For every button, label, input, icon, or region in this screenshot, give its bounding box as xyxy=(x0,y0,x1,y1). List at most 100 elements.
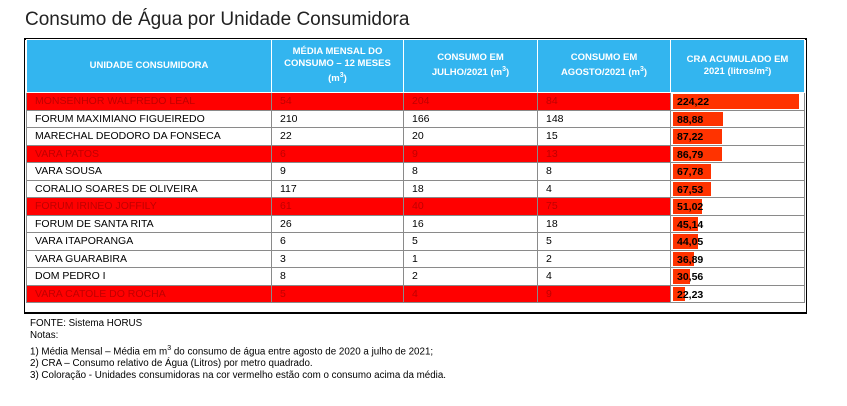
cell-unit: DOM PEDRO I xyxy=(26,267,272,286)
cell-cra: 36,89 xyxy=(670,249,805,268)
notes: FONTE: Sistema HORUS Notas: 1) Média Men… xyxy=(30,318,446,383)
cell-aug: 5 xyxy=(537,232,671,251)
cra-value: 36,89 xyxy=(677,253,704,266)
cell-cra: 44,05 xyxy=(670,232,805,251)
cell-cra: 30,56 xyxy=(670,267,805,286)
note-2: 2) CRA – Consumo relativo de Água (Litro… xyxy=(30,358,313,370)
cra-value: 67,53 xyxy=(677,183,704,196)
cell-cra: 88,88 xyxy=(670,109,805,128)
cell-jul: 4 xyxy=(403,284,538,303)
cra-value: 87,22 xyxy=(677,131,704,143)
cra-bar xyxy=(673,181,711,196)
cell-jul: 40 xyxy=(403,197,538,216)
cell-aug: 4 xyxy=(537,179,671,198)
cra-value: 224,22 xyxy=(677,96,710,108)
cell-cra: 87,22 xyxy=(670,127,805,146)
cra-bar xyxy=(673,129,722,144)
note-1: 1) Média Mensal – Média em m3 do consumo… xyxy=(30,344,434,357)
cell-avg: 26 xyxy=(271,214,404,233)
header-aug: CONSUMO EM AGOSTO/2021 (m3) xyxy=(537,39,671,93)
table-row: VARA SOUSA 9 8 8 67,78 xyxy=(26,162,805,181)
cell-jul: 8 xyxy=(403,162,538,181)
cell-avg: 6 xyxy=(271,232,404,251)
cra-bar xyxy=(673,251,694,266)
cra-value: 45,14 xyxy=(677,218,704,231)
cra-bar xyxy=(673,234,698,249)
cra-bar xyxy=(673,94,799,109)
cra-value: 86,79 xyxy=(677,148,704,161)
cell-unit: MARECHAL DEODORO DA FONSECA xyxy=(26,127,272,146)
cell-unit: VARA ITAPORANGA xyxy=(26,232,272,251)
cell-unit: CORALIO SOARES DE OLIVEIRA xyxy=(26,179,272,198)
table-row: VARA CATOLE DO ROCHA 5 4 9 22,23 xyxy=(26,284,805,303)
cra-bar xyxy=(673,269,690,284)
cell-aug: 9 xyxy=(537,284,671,303)
cell-unit: MONSENHOR WALFREDO LEAL xyxy=(26,92,272,111)
cra-bar xyxy=(673,164,711,179)
source-note: FONTE: Sistema HORUS xyxy=(30,318,143,329)
cell-jul: 204 xyxy=(403,92,538,111)
cell-unit: FORUM IRINEO JOFFILY xyxy=(26,197,272,216)
cra-value: 51,02 xyxy=(677,201,704,213)
cell-jul: 1 xyxy=(403,249,538,268)
cell-jul: 9 xyxy=(403,144,538,163)
cell-aug: 84 xyxy=(537,92,671,111)
cell-avg: 5 xyxy=(271,284,404,303)
table-row: FORUM IRINEO JOFFILY 61 40 75 51,02 xyxy=(26,197,805,216)
cell-aug: 148 xyxy=(537,109,671,128)
cell-aug: 75 xyxy=(537,197,671,216)
table-row: CORALIO SOARES DE OLIVEIRA 117 18 4 67,53 xyxy=(26,179,805,198)
cell-avg: 210 xyxy=(271,109,404,128)
table-row: MONSENHOR WALFREDO LEAL 54 204 84 224,22 xyxy=(26,92,805,111)
cell-cra: 86,79 xyxy=(670,144,805,163)
cell-avg: 54 xyxy=(271,92,404,111)
cra-bar xyxy=(673,111,723,126)
note-3: 3) Coloração - Unidades consumidoras na … xyxy=(30,370,447,382)
cell-avg: 6 xyxy=(271,144,404,163)
cell-avg: 9 xyxy=(271,162,404,181)
header-cra: CRA ACUMULADO EM 2021 (litros/m²) xyxy=(670,39,805,93)
notes-heading: Notas: xyxy=(30,330,59,342)
cell-unit: VARA SOUSA xyxy=(26,162,272,181)
cell-cra: 67,53 xyxy=(670,179,805,198)
cell-aug: 4 xyxy=(537,267,671,286)
cell-jul: 2 xyxy=(403,267,538,286)
cell-jul: 5 xyxy=(403,232,538,251)
page-title: Consumo de Água por Unidade Consumidora xyxy=(25,9,410,30)
table-row: FORUM MAXIMIANO FIGUEIREDO 210 166 148 88,88 xyxy=(26,109,805,128)
cell-avg: 8 xyxy=(271,267,404,286)
cell-avg: 3 xyxy=(271,249,404,268)
header-unit: UNIDADE CONSUMIDORA xyxy=(26,39,272,93)
cell-unit: FORUM MAXIMIANO FIGUEIREDO xyxy=(26,109,272,128)
cell-jul: 18 xyxy=(403,179,538,198)
cell-cra: 45,14 xyxy=(670,214,805,233)
cra-bar xyxy=(673,286,685,301)
cell-cra: 51,02 xyxy=(670,197,805,216)
cell-cra: 224,22 xyxy=(670,92,805,111)
cell-jul: 16 xyxy=(403,214,538,233)
cell-aug: 8 xyxy=(537,162,671,181)
table-row: DOM PEDRO I 8 2 4 30,56 xyxy=(26,267,805,286)
table-row: VARA GUARABIRA 3 1 2 36,89 xyxy=(26,249,805,268)
cell-avg: 22 xyxy=(271,127,404,146)
cell-aug: 15 xyxy=(537,127,671,146)
header-jul: CONSUMO EM JULHO/2021 (m3) xyxy=(403,39,538,93)
cra-value: 67,78 xyxy=(677,166,704,178)
cra-bar xyxy=(673,146,722,161)
cra-bar xyxy=(673,216,698,231)
cra-bar xyxy=(673,199,702,214)
table-header-row: UNIDADE CONSUMIDORA MÉDIA MENSAL DO CONS… xyxy=(26,39,805,93)
cell-unit: VARA PATOS xyxy=(26,144,272,163)
cell-cra: 22,23 xyxy=(670,284,805,303)
cell-aug: 18 xyxy=(537,214,671,233)
cell-aug: 13 xyxy=(537,144,671,163)
cra-value: 22,23 xyxy=(677,288,704,301)
table-row: VARA PATOS 6 9 13 86,79 xyxy=(26,144,805,163)
table-row: FORUM DE SANTA RITA 26 16 18 45,14 xyxy=(26,214,805,233)
cell-unit: VARA GUARABIRA xyxy=(26,249,272,268)
cell-jul: 166 xyxy=(403,109,538,128)
header-avg: MÉDIA MENSAL DO CONSUMO – 12 MESES (m3) xyxy=(271,39,404,93)
table-row: VARA ITAPORANGA 6 5 5 44,05 xyxy=(26,232,805,251)
cell-unit: VARA CATOLE DO ROCHA xyxy=(26,284,272,303)
cra-value: 44,05 xyxy=(677,236,704,248)
